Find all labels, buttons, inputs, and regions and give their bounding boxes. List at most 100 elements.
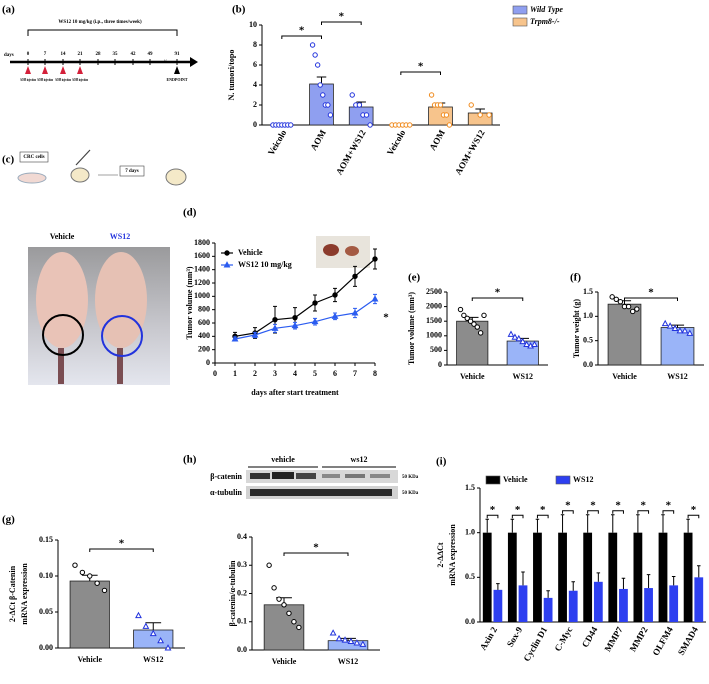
data-point xyxy=(471,321,477,327)
data-point xyxy=(320,92,326,98)
data-point xyxy=(507,330,515,337)
y-tick-label: 1000 xyxy=(426,331,442,340)
data-point xyxy=(231,335,239,342)
data-point xyxy=(486,112,492,118)
significance-bracket xyxy=(624,297,678,301)
panel-label: (b) xyxy=(232,4,246,16)
significance-bracket xyxy=(89,548,154,552)
day-label: 35 xyxy=(113,52,119,57)
significance-bracket xyxy=(662,510,675,514)
panel-label: (h) xyxy=(183,454,197,466)
data-point xyxy=(371,295,379,302)
significance-label: * xyxy=(299,25,305,37)
endpoint-marker xyxy=(174,66,180,74)
y-axis-label: 2-ΔΔCt xyxy=(436,542,445,567)
data-point xyxy=(72,562,78,568)
significance-bracket xyxy=(612,510,624,514)
data-point xyxy=(519,337,527,345)
bar xyxy=(619,588,628,622)
bar xyxy=(482,532,492,622)
error-bar xyxy=(636,514,640,533)
panel-label: (i) xyxy=(436,456,447,468)
data-point xyxy=(481,312,487,319)
data-point xyxy=(437,102,444,108)
injection-marker xyxy=(42,66,48,74)
data-point xyxy=(609,294,615,300)
cells-label: CRC cells xyxy=(23,155,44,160)
y-axis-label: Tumor weight (g) xyxy=(572,299,581,358)
data-point xyxy=(446,122,453,128)
band xyxy=(322,474,340,478)
legend-swatch xyxy=(512,17,528,27)
y-axis-label: Tumor volume (mm³) xyxy=(407,292,416,365)
data-point xyxy=(291,619,297,625)
dish xyxy=(17,172,47,184)
band xyxy=(296,473,316,479)
timeline-arrow xyxy=(190,57,198,67)
y-tick-label: 0.0 xyxy=(465,617,475,626)
y-tick-label: 0 xyxy=(438,360,442,369)
error-bar xyxy=(686,518,690,533)
panel-label: (e) xyxy=(408,272,421,284)
x-tick-label: 4 xyxy=(293,369,297,378)
data-point xyxy=(292,314,298,321)
mouse xyxy=(95,252,147,348)
significance-label: * xyxy=(640,499,646,511)
y-tick-label: 0.1 xyxy=(237,617,247,626)
y-tick-label: 1200 xyxy=(194,278,210,287)
significance-bracket xyxy=(321,21,362,25)
significance-label: * xyxy=(648,287,654,299)
days-label: days xyxy=(4,53,14,58)
y-tick-label: 0.5 xyxy=(583,335,593,344)
y-tick-label: 2 xyxy=(253,100,257,109)
x-tick-label: Vehicle xyxy=(612,372,637,381)
injection-label: AOM injection xyxy=(20,77,36,82)
panel-label: (g) xyxy=(2,514,15,526)
bar xyxy=(533,532,542,622)
size-label: 50 KDa xyxy=(402,475,419,480)
data-point xyxy=(341,636,349,643)
data-point xyxy=(686,329,694,336)
significance-label: * xyxy=(339,11,345,23)
data-point xyxy=(477,112,483,118)
y-tick-label: 1.0 xyxy=(583,311,593,320)
y-tick-label: 0.15 xyxy=(39,535,53,544)
significance-bracket xyxy=(400,71,441,75)
series-line xyxy=(234,258,376,337)
x-tick-label: 8 xyxy=(373,369,377,378)
photo-label: Vehicle xyxy=(50,232,75,241)
data-point xyxy=(351,309,359,316)
x-tick-label: CD44 xyxy=(580,625,600,649)
data-point xyxy=(251,331,259,338)
data-point xyxy=(356,102,363,108)
data-point xyxy=(625,303,632,310)
data-point xyxy=(329,629,337,636)
x-tick-label: 2 xyxy=(253,369,257,378)
treatment-label: WS12 10 mg/kg (i.p., three times/week) xyxy=(58,20,142,25)
data-point xyxy=(666,322,674,329)
data-point xyxy=(467,318,474,324)
day-label: 7 xyxy=(44,52,47,57)
significance-bracket xyxy=(511,514,524,519)
legend-marker xyxy=(224,250,230,256)
data-point xyxy=(671,324,679,331)
error-bar xyxy=(571,581,575,591)
data-point xyxy=(286,610,292,616)
panel-label: (c) xyxy=(2,154,15,166)
cells-box xyxy=(19,151,49,163)
tumor xyxy=(323,244,339,256)
day-label: 0 xyxy=(27,52,30,57)
error-bar xyxy=(697,565,701,578)
bar xyxy=(644,588,653,622)
y-tick-label: 0.2 xyxy=(237,588,247,597)
x-tick-label: Vehicle xyxy=(77,655,102,664)
significance-label: * xyxy=(119,538,125,550)
legend-label: WS12 xyxy=(573,475,593,484)
legend-swatch xyxy=(512,5,528,15)
bar xyxy=(694,577,704,622)
day-label: 42 xyxy=(131,52,137,57)
y-tick-label: 2000 xyxy=(426,301,442,310)
data-point xyxy=(681,327,689,334)
bar xyxy=(583,532,593,622)
